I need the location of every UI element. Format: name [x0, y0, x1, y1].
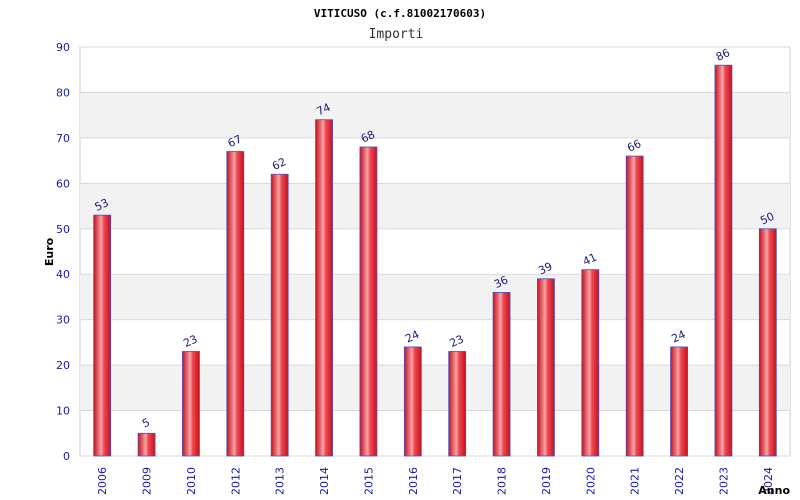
bar-value-label: 39 — [536, 260, 554, 278]
y-tick-label: 20 — [56, 359, 70, 372]
grid-band — [80, 183, 790, 229]
y-tick-label: 50 — [56, 223, 70, 236]
x-tick-label: 2019 — [540, 467, 553, 495]
bar — [581, 269, 600, 457]
x-axis-ticks: 2006 2009 2010 2012 2013 2014 2015 2016 2017 2018… — [96, 467, 775, 495]
x-tick-label: 2014 — [318, 467, 331, 495]
bar-value-label: 36 — [492, 273, 510, 291]
grid-band — [80, 92, 790, 138]
bar-value-label: 67 — [226, 133, 244, 151]
bar — [93, 214, 112, 457]
x-tick-label: 2021 — [629, 467, 642, 495]
x-tick-label: 2006 — [96, 467, 109, 495]
value-labels: 53 5 23 67 62 74 68 24 23 36 39 41 66 24 86 50 — [93, 46, 777, 430]
bar-value-label: 86 — [714, 46, 732, 64]
bar-value-label: 23 — [448, 332, 466, 350]
y-axis-label: Euro — [43, 237, 56, 266]
bar — [537, 278, 555, 457]
bar-value-label: 74 — [314, 101, 332, 119]
bar-value-label: 66 — [625, 137, 643, 155]
grid-band — [80, 274, 790, 320]
bar — [403, 346, 422, 457]
x-tick-label: 2013 — [274, 467, 287, 495]
bar — [315, 119, 333, 457]
bar-value-label: 53 — [93, 196, 111, 214]
x-tick-label: 2016 — [407, 467, 420, 495]
x-tick-label: 2009 — [141, 467, 154, 495]
bar-value-label: 68 — [359, 128, 377, 146]
x-tick-label: 2017 — [451, 467, 464, 495]
x-axis-label: Anno — [758, 484, 790, 497]
bar-value-label: 23 — [181, 332, 199, 350]
y-tick-label: 10 — [56, 405, 70, 418]
bar-value-label: 41 — [581, 251, 599, 269]
x-tick-label: 2010 — [185, 467, 198, 495]
y-tick-label: 60 — [56, 177, 70, 190]
bar — [359, 146, 378, 457]
x-tick-label: 2018 — [496, 467, 509, 495]
bar-value-label: 24 — [403, 328, 421, 346]
bar — [137, 432, 156, 457]
y-tick-label: 30 — [56, 314, 70, 327]
bar — [714, 64, 733, 457]
bar-value-label: 62 — [270, 155, 288, 173]
y-tick-label: 0 — [63, 450, 70, 463]
bar — [182, 351, 200, 457]
chart-subtitle: Importi — [369, 27, 424, 42]
bars — [93, 64, 777, 457]
x-tick-label: 2022 — [673, 467, 686, 495]
y-axis-ticks: 0 10 20 30 40 50 60 70 80 90 — [56, 41, 70, 463]
x-tick-label: 2023 — [717, 467, 730, 495]
bar — [670, 346, 688, 457]
y-tick-label: 90 — [56, 41, 70, 54]
bar-value-label: 50 — [758, 210, 776, 228]
x-tick-label: 2020 — [584, 467, 597, 495]
bar — [492, 291, 511, 457]
bar-value-label: 24 — [669, 328, 687, 346]
bar-value-label: 5 — [140, 416, 152, 431]
bar — [226, 151, 245, 457]
x-tick-label: 2015 — [362, 467, 375, 495]
y-tick-label: 70 — [56, 132, 70, 145]
bar — [758, 228, 777, 457]
bar — [625, 155, 644, 457]
bar — [448, 351, 467, 457]
chart-title: VITICUSO (c.f.81002170603) — [314, 7, 486, 20]
bar — [270, 173, 289, 457]
y-tick-label: 40 — [56, 268, 70, 281]
x-tick-label: 2012 — [229, 467, 242, 495]
x-tick-label: 2024 — [762, 467, 775, 495]
y-tick-label: 80 — [56, 86, 70, 99]
